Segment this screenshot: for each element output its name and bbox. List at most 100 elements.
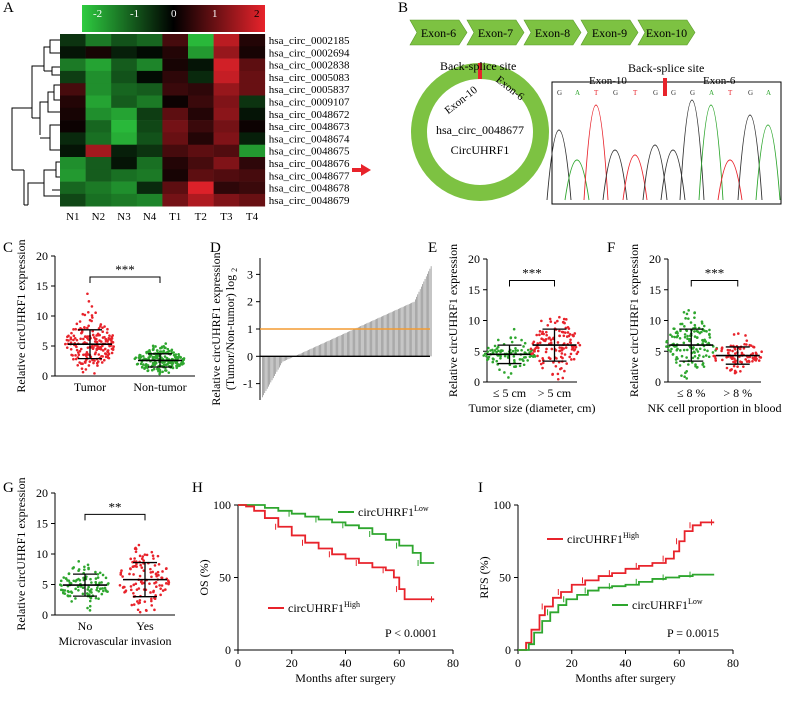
heatmap-cell xyxy=(188,169,214,182)
data-point xyxy=(676,357,679,360)
legend-superscript: High xyxy=(623,531,639,540)
data-point xyxy=(136,608,140,612)
data-point xyxy=(138,601,141,605)
data-point xyxy=(92,346,95,349)
data-point xyxy=(83,341,86,344)
data-point xyxy=(714,359,718,362)
group-label: Yes xyxy=(136,619,154,633)
data-point xyxy=(96,573,100,576)
data-point xyxy=(110,337,114,340)
data-point xyxy=(171,362,175,365)
ratio-bar xyxy=(279,356,280,368)
heatmap-col-label: N4 xyxy=(143,211,157,223)
panel-c: C 0 5 10 15 20 Relative circUHRF1 expression Tu… xyxy=(3,239,195,394)
data-point xyxy=(68,581,72,585)
trace-peak xyxy=(546,129,572,201)
ratio-bar xyxy=(377,318,379,357)
data-point xyxy=(702,324,706,328)
data-point xyxy=(101,349,105,352)
data-point xyxy=(573,332,577,335)
data-point xyxy=(102,589,105,593)
data-point xyxy=(569,352,573,356)
data-point xyxy=(89,577,92,581)
data-point xyxy=(134,546,137,550)
data-point xyxy=(90,305,94,308)
ratio-bar xyxy=(330,339,331,357)
data-point xyxy=(159,593,162,597)
data-point xyxy=(81,586,85,590)
x-tick-label: 60 xyxy=(393,656,405,670)
x-tick-label: 0 xyxy=(235,656,241,670)
ratio-bar xyxy=(349,331,351,357)
data-point xyxy=(531,352,535,355)
data-point xyxy=(83,326,86,329)
data-point xyxy=(740,360,744,364)
data-point xyxy=(139,580,143,584)
data-point xyxy=(737,332,740,335)
data-point xyxy=(680,374,683,377)
panel-letter: E xyxy=(428,240,437,256)
data-point xyxy=(482,354,486,357)
ratio-bar xyxy=(381,316,382,357)
x-tick-label: 0 xyxy=(515,656,521,670)
data-point xyxy=(95,586,99,590)
ratio-bar xyxy=(274,356,275,376)
data-point xyxy=(702,355,705,358)
data-point xyxy=(106,327,109,331)
chromatogram: Back-splice site Exon-10 Exon-6 G A T G T G G G… xyxy=(546,61,782,205)
ratio-bar xyxy=(394,310,396,357)
data-point xyxy=(165,356,169,360)
data-point xyxy=(156,349,159,352)
ratio-bar xyxy=(353,329,354,357)
data-point xyxy=(59,579,63,583)
data-point xyxy=(163,355,167,358)
ratio-bar xyxy=(391,311,393,357)
data-point xyxy=(739,369,742,373)
signif-bracket xyxy=(89,276,161,283)
y-axis-label: Relative circUHRF1 expression xyxy=(446,244,460,397)
data-point xyxy=(559,355,563,359)
data-point xyxy=(753,356,757,359)
data-point xyxy=(135,565,138,568)
panel-a: A -2 -1 0 1 2 hsa_circ_0002185hsa_circ_0… xyxy=(3,0,371,223)
data-point xyxy=(548,317,552,321)
data-point xyxy=(164,369,168,372)
ratio-bar xyxy=(287,356,289,360)
data-point xyxy=(670,347,673,351)
data-point xyxy=(150,550,154,554)
ratio-bar xyxy=(388,313,389,357)
panel-letter: G xyxy=(3,480,14,496)
data-point xyxy=(87,338,90,341)
data-point xyxy=(685,356,688,359)
data-point xyxy=(486,350,490,353)
y-tick-label: 1 xyxy=(247,322,253,336)
data-point xyxy=(139,563,142,567)
heatmap-cell xyxy=(136,157,163,170)
data-point xyxy=(103,325,106,328)
data-point xyxy=(732,333,736,336)
x-tick-label: 20 xyxy=(566,656,578,670)
data-point xyxy=(548,336,551,339)
data-point xyxy=(706,349,709,353)
ratio-bar xyxy=(334,337,336,357)
data-point xyxy=(499,354,502,358)
heatmap-cell xyxy=(239,70,266,84)
data-point xyxy=(93,372,96,375)
heatmap-colorbar: -2 -1 0 1 2 xyxy=(82,5,265,32)
data-point xyxy=(64,577,68,580)
data-point xyxy=(549,338,553,342)
data-point xyxy=(161,361,164,364)
data-point xyxy=(531,342,535,345)
data-point xyxy=(536,342,540,345)
data-point xyxy=(154,345,157,348)
data-point xyxy=(562,317,566,321)
data-point xyxy=(159,587,162,590)
data-point xyxy=(701,342,704,345)
heatmap-cell xyxy=(213,107,240,121)
data-point xyxy=(76,363,80,367)
heatmap-cell xyxy=(162,46,189,59)
heatmap-cell xyxy=(136,193,163,207)
data-point xyxy=(129,557,133,561)
data-point xyxy=(693,330,696,333)
data-point xyxy=(82,576,85,580)
